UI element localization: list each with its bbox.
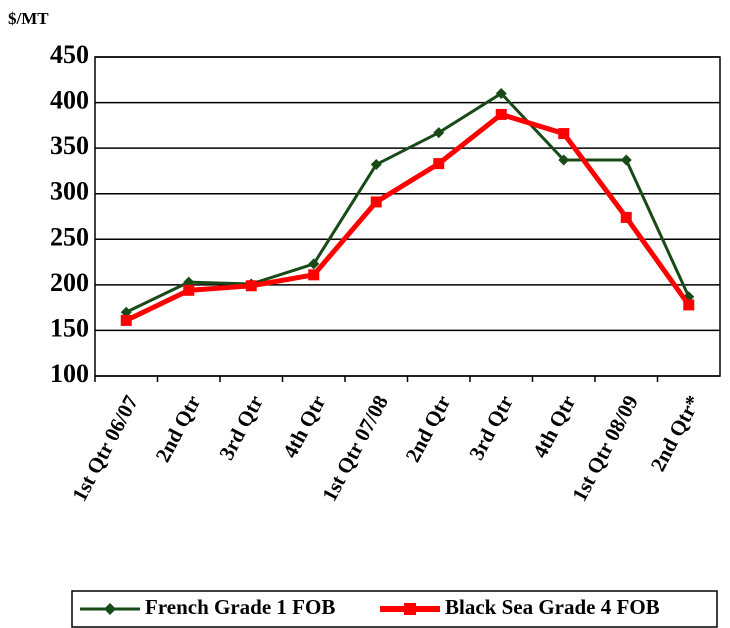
y-tick-label: 250 [50,222,89,251]
data-point [620,154,632,166]
series-line [125,91,691,314]
legend-entry: French Grade 1 FOB [80,595,335,619]
y-tick-label: 100 [50,359,89,388]
legend-label: Black Sea Grade 4 FOB [445,595,660,619]
data-point [104,603,116,615]
data-point [683,299,695,311]
x-tick-label: 2nd Qtr* [646,391,706,475]
data-point [308,258,320,270]
y-tick-label: 350 [50,131,89,160]
y-tick-label: 400 [50,86,89,115]
data-point [495,87,507,99]
data-point [245,280,257,292]
data-point [558,128,570,140]
legend-label: French Grade 1 FOB [145,595,335,619]
data-point [370,159,382,171]
data-point [433,158,445,170]
data-point [308,269,320,281]
data-point [495,108,507,120]
y-tick-label: 200 [50,268,89,297]
x-tick-label: 4th Qtr [278,391,331,461]
y-axis-label: $/MT [8,9,49,28]
legend-entry: Black Sea Grade 4 FOB [380,595,660,619]
x-tick-label: 3rd Qtr [214,391,268,464]
x-tick-label: 3rd Qtr [464,391,518,464]
y-tick-label: 150 [50,313,89,342]
data-point [404,603,416,615]
data-point [433,127,445,139]
data-point [183,284,195,296]
data-point [120,314,132,326]
y-tick-label: 300 [50,177,89,206]
x-tick-label: 2nd Qtr [151,391,206,466]
data-point [620,211,632,223]
x-tick-label: 4th Qtr [528,391,581,461]
x-tick-label: 1st Qtr 07/08 [317,391,393,505]
x-tick-label: 1st Qtr 08/09 [567,391,643,505]
data-point [370,196,382,208]
y-tick-label: 450 [50,40,89,69]
x-tick-label: 1st Qtr 06/07 [67,391,143,505]
data-point [558,154,570,166]
series-line [125,111,691,323]
x-tick-label: 2nd Qtr [401,391,456,466]
